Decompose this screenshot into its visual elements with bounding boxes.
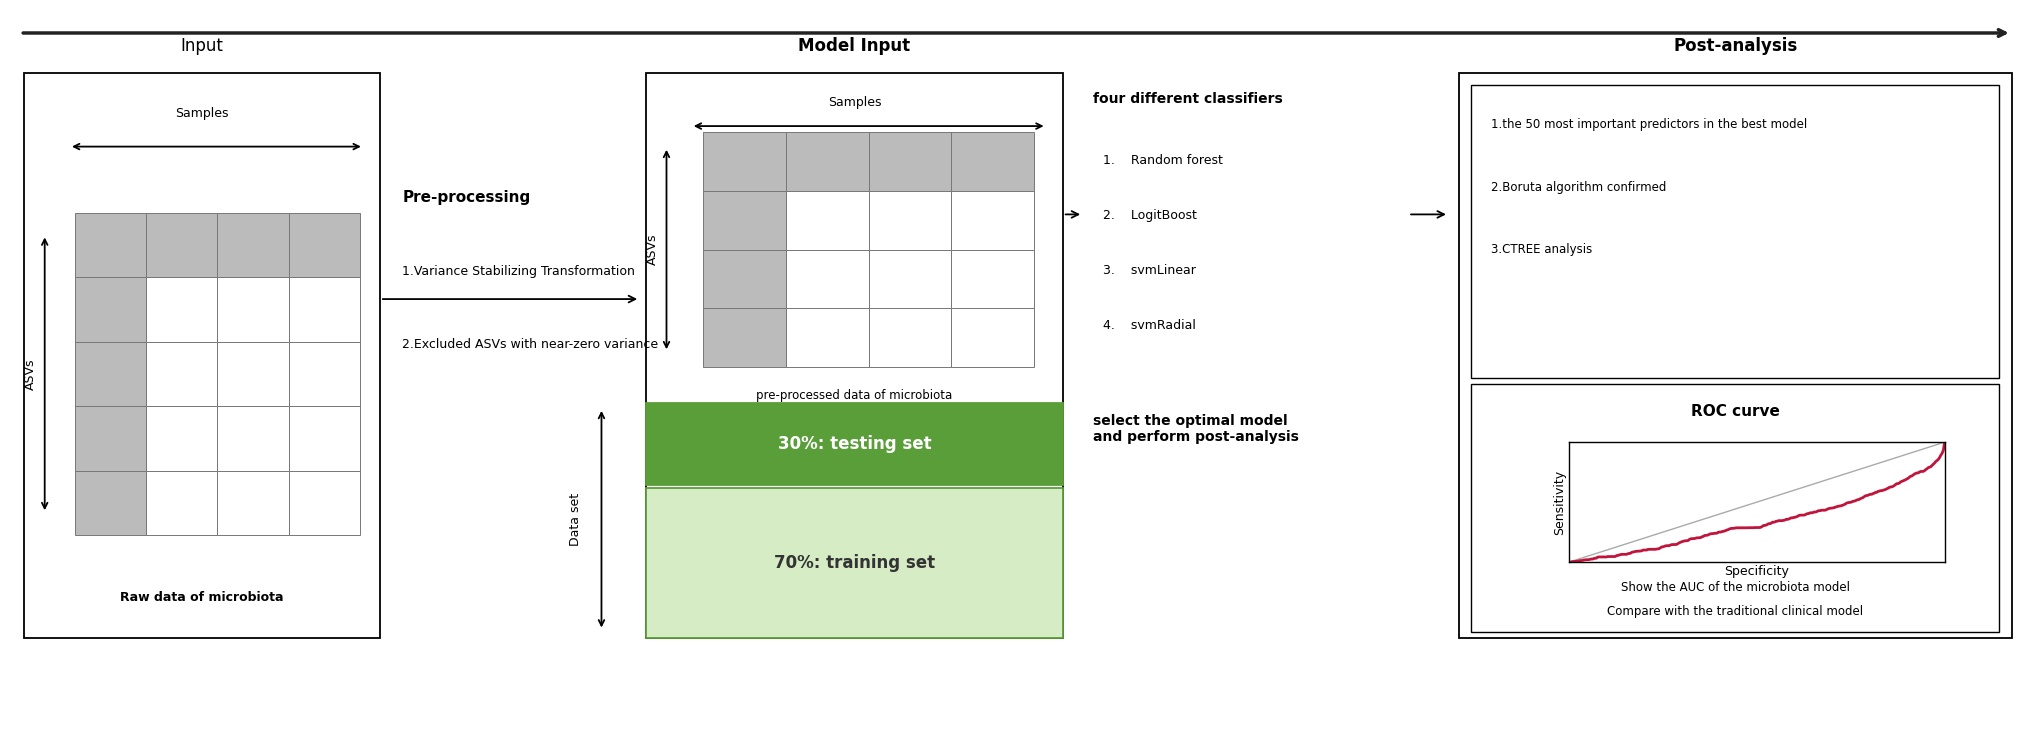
Bar — [217, 406, 289, 471]
Bar — [75, 342, 146, 406]
Bar — [703, 191, 786, 249]
Bar — [951, 249, 1034, 308]
Text: Compare with the traditional clinical model: Compare with the traditional clinical mo… — [1607, 605, 1863, 618]
Bar — [646, 488, 1063, 638]
Bar — [75, 406, 146, 471]
X-axis label: Specificity: Specificity — [1725, 565, 1788, 578]
Bar — [951, 132, 1034, 191]
Bar — [786, 249, 870, 308]
Bar — [217, 471, 289, 535]
Bar — [703, 132, 786, 191]
Text: Samples: Samples — [827, 96, 882, 109]
Y-axis label: Sensitivity: Sensitivity — [1552, 470, 1567, 535]
Text: pre-processed data of microbiota: pre-processed data of microbiota — [756, 388, 953, 402]
Bar — [646, 73, 1063, 638]
Text: Model Input: Model Input — [799, 37, 910, 55]
Bar — [217, 213, 289, 277]
Text: 2.    LogitBoost: 2. LogitBoost — [1103, 209, 1197, 222]
Bar — [1471, 383, 1999, 632]
Bar — [1459, 73, 2012, 638]
Bar — [289, 277, 360, 342]
Bar — [703, 308, 786, 366]
Bar — [870, 132, 951, 191]
Text: 4.    svmRadial: 4. svmRadial — [1103, 319, 1197, 332]
Bar — [870, 191, 951, 249]
Text: 30%: testing set: 30%: testing set — [778, 435, 931, 454]
Text: four different classifiers: four different classifiers — [1093, 92, 1282, 106]
Text: ASVs: ASVs — [646, 234, 658, 265]
Text: 1.Variance Stabilizing Transformation: 1.Variance Stabilizing Transformation — [402, 265, 636, 278]
Bar — [786, 132, 870, 191]
Text: Pre-processing: Pre-processing — [402, 191, 530, 205]
Text: Post-analysis: Post-analysis — [1672, 37, 1798, 55]
Bar — [289, 342, 360, 406]
Text: 2.Excluded ASVs with near-zero variance: 2.Excluded ASVs with near-zero variance — [402, 338, 658, 351]
Bar — [146, 342, 217, 406]
Bar — [24, 73, 380, 638]
Bar — [146, 406, 217, 471]
Bar — [786, 308, 870, 366]
Bar — [217, 277, 289, 342]
Bar — [646, 403, 1063, 485]
Bar — [289, 406, 360, 471]
Bar — [786, 191, 870, 249]
Text: 1.    Random forest: 1. Random forest — [1103, 154, 1223, 167]
Text: Raw data of microbiota: Raw data of microbiota — [120, 591, 284, 604]
Text: select the optimal model
and perform post-analysis: select the optimal model and perform pos… — [1093, 414, 1298, 444]
Text: 3.    svmLinear: 3. svmLinear — [1103, 264, 1197, 277]
Bar — [75, 213, 146, 277]
Bar — [146, 277, 217, 342]
Text: 70%: training set: 70%: training set — [774, 554, 935, 572]
Bar — [1471, 84, 1999, 378]
Bar — [870, 249, 951, 308]
Bar — [951, 308, 1034, 366]
Bar — [75, 277, 146, 342]
Text: 2.Boruta algorithm confirmed: 2.Boruta algorithm confirmed — [1491, 181, 1666, 194]
Bar — [289, 471, 360, 535]
Bar — [75, 471, 146, 535]
Text: ROC curve: ROC curve — [1691, 404, 1780, 419]
Text: Show the AUC of the microbiota model: Show the AUC of the microbiota model — [1622, 581, 1849, 594]
Bar — [703, 249, 786, 308]
Text: Samples: Samples — [175, 107, 230, 120]
Bar — [951, 191, 1034, 249]
Bar — [146, 471, 217, 535]
Bar — [217, 342, 289, 406]
Text: 1.the 50 most important predictors in the best model: 1.the 50 most important predictors in th… — [1491, 119, 1808, 131]
Text: 3.CTREE analysis: 3.CTREE analysis — [1491, 243, 1593, 256]
Bar — [146, 213, 217, 277]
Text: ASVs: ASVs — [24, 358, 37, 389]
Bar — [289, 213, 360, 277]
Bar — [870, 308, 951, 366]
Text: Input: Input — [181, 37, 224, 55]
Text: Data set: Data set — [569, 493, 581, 546]
